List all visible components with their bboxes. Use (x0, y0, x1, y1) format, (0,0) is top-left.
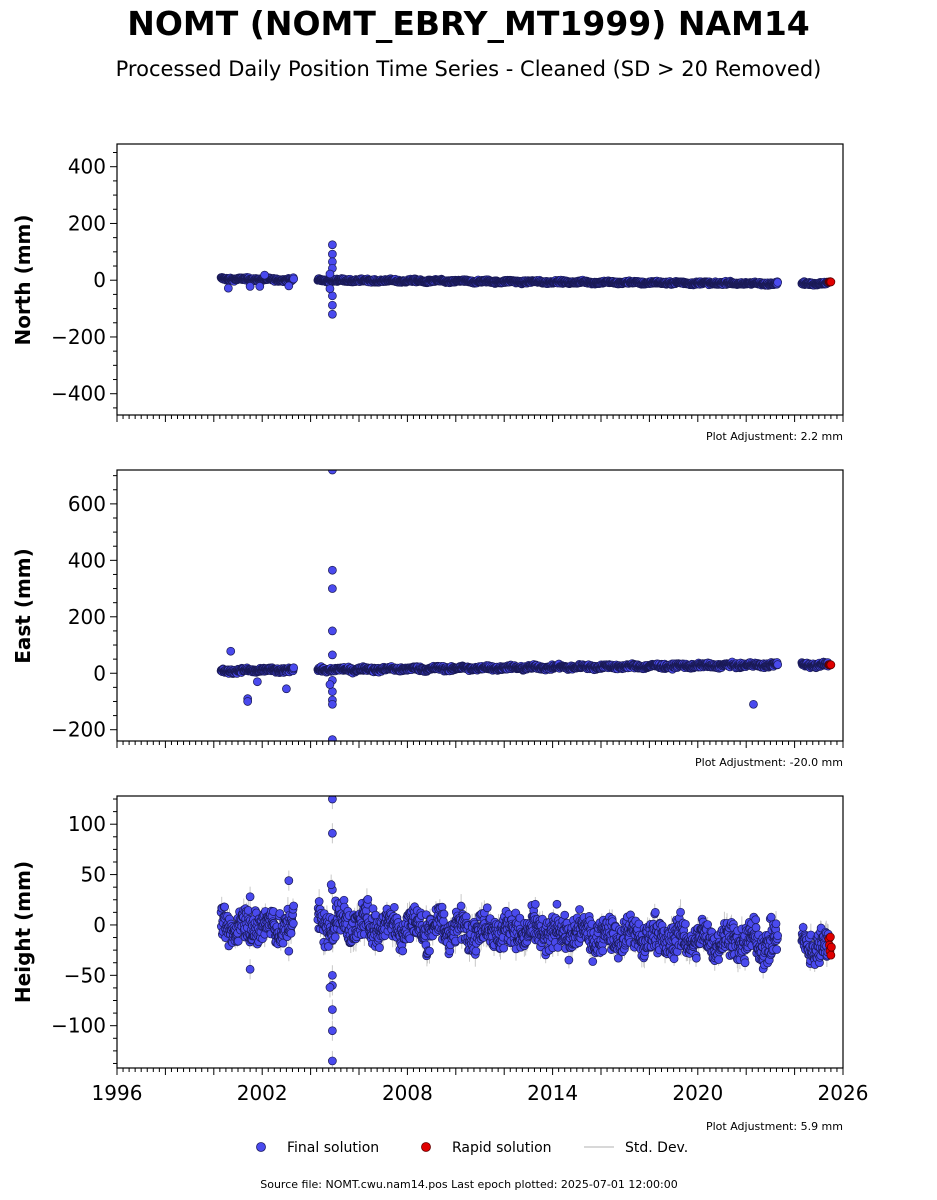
final-solution-point (328, 650, 337, 660)
final-solution-point (282, 684, 291, 694)
panel-1: −400 −200 0 200 400 North (mm) Plot Adjustment… (11, 143, 844, 443)
panel-2: −200 0 200 400 600 East (mm) Plot Adjustment: … (11, 469, 844, 769)
y-tick-label: −400 (51, 382, 106, 406)
final-solution-point (328, 626, 337, 636)
final-solution-point (289, 663, 299, 673)
final-solution-point (289, 901, 299, 911)
final-solution-point (773, 660, 783, 669)
final-solution-point (245, 282, 255, 291)
final-solution-point (288, 919, 298, 928)
plot-adjustment-label: Plot Adjustment: -20.0 mm (695, 756, 843, 769)
y-axis-label: East (mm) (11, 548, 35, 664)
final-solution-point (330, 932, 340, 942)
plot-frame (116, 469, 844, 742)
final-solution-point (328, 309, 337, 319)
final-solution-point (328, 584, 337, 593)
y-tick-label: 400 (68, 155, 106, 179)
y-tick-label: 600 (68, 492, 106, 516)
final-solution-point (253, 677, 262, 687)
y-tick-label: 0 (93, 268, 106, 292)
y-tick-label: −200 (51, 325, 106, 349)
final-solution-point (314, 897, 324, 906)
final-solution-point (328, 240, 337, 250)
rapid-solution-point (826, 277, 836, 287)
final-solution-point (255, 282, 265, 291)
final-solution-point (284, 281, 294, 291)
y-tick-label: −200 (51, 718, 106, 742)
final-solution-point (328, 470, 337, 475)
final-solution-point (226, 646, 236, 656)
final-solution-point (286, 928, 296, 938)
y-tick-label: 0 (93, 661, 106, 685)
final-solution-point (328, 300, 337, 310)
plot-adjustment-label: Plot Adjustment: 2.2 mm (706, 430, 843, 443)
final-solution-point (325, 284, 335, 294)
final-solution-point (325, 269, 335, 279)
final-solution-point (324, 942, 333, 951)
final-solution-point (260, 270, 269, 280)
chart-panels: −400 −200 0 200 400 North (mm) Plot Adjustment… (11, 143, 868, 1133)
rapid-solution-point (826, 660, 836, 670)
final-solution-point (749, 699, 758, 709)
final-solution-point (773, 278, 783, 287)
final-solution-point (233, 936, 243, 946)
y-tick-label: 200 (68, 211, 106, 235)
final-solution-point (289, 274, 299, 284)
final-solution-point (328, 735, 337, 741)
final-solution-point (278, 938, 288, 948)
final-solution-point (325, 680, 335, 689)
final-solution-point (328, 565, 337, 575)
final-solution-point (328, 699, 337, 709)
page-subtitle: Processed Daily Position Time Series - C… (115, 57, 822, 81)
final-solution-point (223, 283, 233, 293)
data-points (216, 470, 836, 741)
y-tick-label: 200 (68, 605, 106, 629)
final-solution-point (243, 697, 253, 706)
final-solution-point (220, 902, 229, 912)
final-solution-point (328, 249, 337, 259)
y-tick-label: 400 (68, 548, 106, 572)
data-points (216, 796, 836, 1068)
y-axis-label: North (mm) (11, 214, 35, 345)
data-points (216, 240, 836, 319)
page-title: NOMT (NOMT_EBRY_MT1999) NAM14 (127, 4, 810, 43)
